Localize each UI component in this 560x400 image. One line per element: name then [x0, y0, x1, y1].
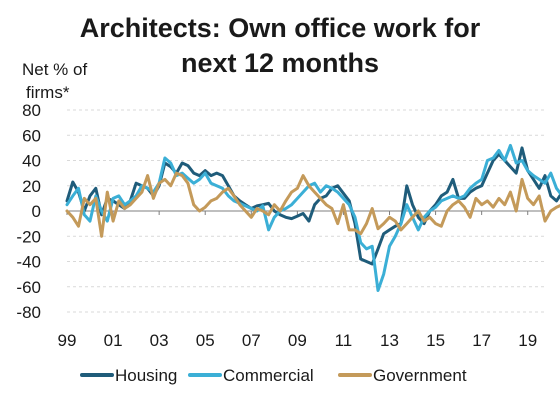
chart-title-line2: next 12 months — [181, 48, 379, 78]
legend-label-housing: Housing — [115, 366, 177, 385]
y-tick-label: 40 — [22, 152, 41, 171]
legend-label-commercial: Commercial — [223, 366, 314, 385]
x-tick-label: 09 — [288, 331, 307, 350]
legend-label-government: Government — [373, 366, 467, 385]
x-tick-label: 15 — [426, 331, 445, 350]
series-line-commercial — [65, 143, 560, 292]
y-axis-label-line1: Net % of — [22, 60, 87, 79]
x-tick-label: 17 — [472, 331, 491, 350]
y-axis-label-line2: firms* — [26, 83, 70, 102]
legend: Housing Commercial Government — [80, 366, 467, 385]
x-tick-label: 01 — [104, 331, 123, 350]
y-tick-label: 60 — [22, 126, 41, 145]
y-tick-label: 80 — [22, 101, 41, 120]
y-tick-label: -20 — [16, 227, 41, 246]
gridlines — [67, 109, 545, 313]
x-tick-label: 19 — [518, 331, 537, 350]
y-tick-label: -80 — [16, 303, 41, 322]
x-tick-label: 99 — [58, 331, 77, 350]
x-tick-label: 03 — [150, 331, 169, 350]
series-line-housing — [65, 146, 560, 266]
x-tick-label: 07 — [242, 331, 261, 350]
chart-title-line1: Architects: Own office work for — [80, 13, 481, 43]
y-axis-ticks: 80 60 40 20 0 -20 -40 -60 -80 — [16, 101, 41, 322]
y-tick-label: 20 — [22, 177, 41, 196]
y-tick-label: 0 — [32, 202, 41, 221]
x-axis-ticks: 99 01 03 05 07 09 11 13 15 17 19 — [58, 211, 537, 350]
series-lines — [65, 143, 560, 292]
y-tick-label: -40 — [16, 253, 41, 272]
x-tick-label: 11 — [335, 331, 353, 350]
x-tick-label: 13 — [380, 331, 399, 350]
x-tick-label: 05 — [196, 331, 215, 350]
series-line-government — [65, 171, 560, 238]
y-tick-label: -60 — [16, 278, 41, 297]
